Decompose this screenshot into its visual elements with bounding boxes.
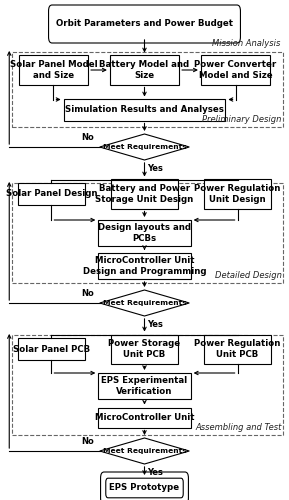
Text: MicroController Unit: MicroController Unit — [95, 413, 194, 422]
Text: Yes: Yes — [147, 164, 163, 173]
Text: Solar Panel Model
and Size: Solar Panel Model and Size — [10, 60, 97, 80]
Bar — [12, 183, 283, 283]
Bar — [19, 56, 88, 84]
Text: Solar Panel Design: Solar Panel Design — [6, 190, 97, 198]
Bar — [111, 334, 178, 364]
FancyBboxPatch shape — [49, 5, 240, 43]
Bar — [204, 334, 271, 364]
Text: No: No — [81, 290, 94, 298]
Text: Meet Requirements: Meet Requirements — [103, 448, 186, 454]
Polygon shape — [100, 134, 189, 160]
Polygon shape — [100, 290, 189, 316]
Text: Mission Analysis: Mission Analysis — [212, 39, 280, 48]
Text: Meet Requirements: Meet Requirements — [103, 300, 186, 306]
Text: Power Storage
Unit PCB: Power Storage Unit PCB — [108, 340, 181, 358]
Text: EPS Experimental
Verification: EPS Experimental Verification — [101, 376, 188, 396]
Bar — [12, 52, 283, 127]
Text: Design layouts and
PCBs: Design layouts and PCBs — [98, 224, 191, 242]
Text: Meet Requirements: Meet Requirements — [103, 144, 186, 150]
Text: Preliminary Design: Preliminary Design — [202, 116, 282, 124]
Bar — [98, 373, 191, 399]
Text: No: No — [81, 134, 94, 142]
Text: Power Regulation
Unit PCB: Power Regulation Unit PCB — [194, 340, 281, 358]
Bar — [204, 180, 271, 208]
Bar — [18, 338, 85, 360]
Bar — [98, 220, 191, 246]
Text: Orbit Parameters and Power Budget: Orbit Parameters and Power Budget — [56, 20, 233, 28]
Text: Battery and Power
Storage Unit Design: Battery and Power Storage Unit Design — [95, 184, 194, 204]
Bar — [98, 253, 191, 279]
Text: Yes: Yes — [147, 320, 163, 329]
Bar — [110, 56, 179, 84]
Text: Assembling and Test: Assembling and Test — [195, 424, 282, 432]
Text: EPS Prototype: EPS Prototype — [110, 484, 179, 492]
Text: No: No — [81, 438, 94, 446]
Bar — [98, 408, 191, 428]
Bar — [201, 56, 270, 84]
Bar — [64, 100, 225, 120]
Text: Detailed Design: Detailed Design — [215, 272, 282, 280]
FancyBboxPatch shape — [101, 472, 188, 500]
Text: Power Converter
Model and Size: Power Converter Model and Size — [194, 60, 277, 80]
Bar — [111, 180, 178, 208]
Bar — [12, 335, 283, 435]
Polygon shape — [100, 438, 189, 464]
Text: Solar Panel PCB: Solar Panel PCB — [13, 344, 90, 354]
Text: Power Regulation
Unit Design: Power Regulation Unit Design — [194, 184, 281, 204]
Bar — [18, 183, 85, 205]
Text: Simulation Results and Analyses: Simulation Results and Analyses — [65, 106, 224, 114]
Text: Yes: Yes — [147, 468, 163, 477]
Text: Battery Model and
Size: Battery Model and Size — [99, 60, 190, 80]
Text: MicroController Unit
Design and Programming: MicroController Unit Design and Programm… — [83, 256, 206, 276]
